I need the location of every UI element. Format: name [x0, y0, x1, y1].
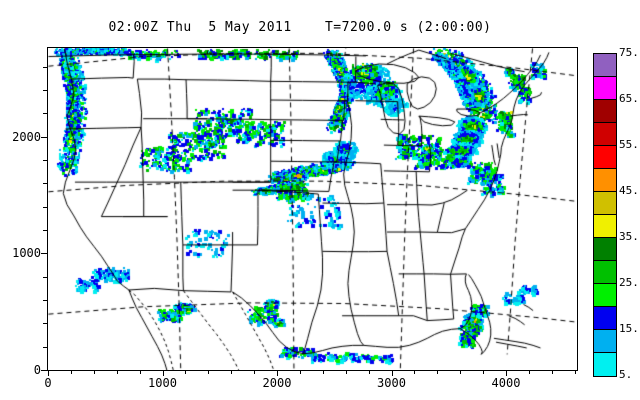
page-title: 02:00Z Thu 5 May 2011 T=7200.0 s (2:00:0…: [108, 20, 492, 35]
colorbar-tick-label: 45.: [619, 184, 639, 197]
map-plot-area: [47, 47, 578, 371]
colorbar-tick-label: 35.: [619, 230, 639, 243]
y-axis-label: 1000: [12, 246, 41, 261]
x-tick: [185, 370, 186, 374]
x-tick: [300, 370, 301, 374]
x-tick: [231, 370, 232, 374]
colorbar-band: [594, 77, 616, 100]
colorbar-tick-label: 65.: [619, 92, 639, 105]
y-tick: [43, 323, 47, 324]
y-tick: [43, 160, 47, 161]
x-axis-label: 1000: [148, 376, 177, 390]
x-axis-label: 0: [44, 376, 52, 390]
x-tick: [392, 370, 393, 376]
colorbar-band: [594, 307, 616, 330]
colorbar-tick-label: 5.: [619, 368, 633, 381]
colorbar-band: [594, 284, 616, 307]
colorbar-band: [594, 330, 616, 353]
colorbar-band: [594, 261, 616, 284]
x-axis-label: 4000: [491, 376, 521, 390]
x-tick: [208, 370, 209, 374]
colorbar-band: [594, 123, 616, 146]
x-tick: [460, 370, 461, 374]
colorbar-band: [594, 215, 616, 238]
x-tick: [323, 370, 324, 374]
y-tick: [43, 113, 47, 114]
x-tick: [94, 370, 95, 374]
colorbar-band: [594, 100, 616, 123]
y-tick: [41, 137, 47, 138]
x-tick: [369, 370, 370, 374]
y-axis-label: 0: [33, 363, 41, 377]
colorbar-band: [594, 238, 616, 261]
colorbar-band: [594, 353, 616, 376]
colorbar-tick-label: 55.: [619, 138, 639, 151]
reflectivity-map-canvas: [48, 48, 577, 370]
colorbar-tick-label: 15.: [619, 322, 639, 335]
colorbar-band: [594, 146, 616, 169]
y-tick: [43, 67, 47, 68]
y-tick: [41, 253, 47, 254]
colorbar-band: [594, 192, 616, 215]
x-tick: [254, 370, 255, 374]
x-tick: [117, 370, 118, 374]
x-tick: [346, 370, 347, 374]
y-tick: [43, 277, 47, 278]
x-axis-label: 3000: [377, 376, 406, 390]
colorbar-band: [594, 54, 616, 77]
x-tick: [575, 370, 576, 374]
y-axis-label: 2000: [12, 129, 41, 144]
colorbar-band: [594, 169, 616, 192]
y-tick: [43, 90, 47, 91]
colorbar: [593, 53, 617, 377]
x-tick: [163, 370, 164, 376]
y-tick: [43, 347, 47, 348]
x-tick: [552, 370, 553, 374]
x-axis-label: 2000: [262, 376, 292, 390]
x-tick: [277, 370, 278, 376]
x-tick: [414, 370, 415, 374]
y-tick: [41, 370, 47, 371]
colorbar-tick-label: 75.: [619, 46, 639, 59]
x-tick: [506, 370, 507, 376]
y-tick: [43, 230, 47, 231]
x-tick: [437, 370, 438, 374]
x-tick: [483, 370, 484, 374]
y-tick: [43, 183, 47, 184]
x-tick: [71, 370, 72, 374]
colorbar-tick-label: 25.: [619, 276, 639, 289]
x-tick: [140, 370, 141, 374]
y-tick: [43, 300, 47, 301]
x-tick: [529, 370, 530, 374]
y-tick: [43, 207, 47, 208]
x-tick: [48, 370, 49, 376]
